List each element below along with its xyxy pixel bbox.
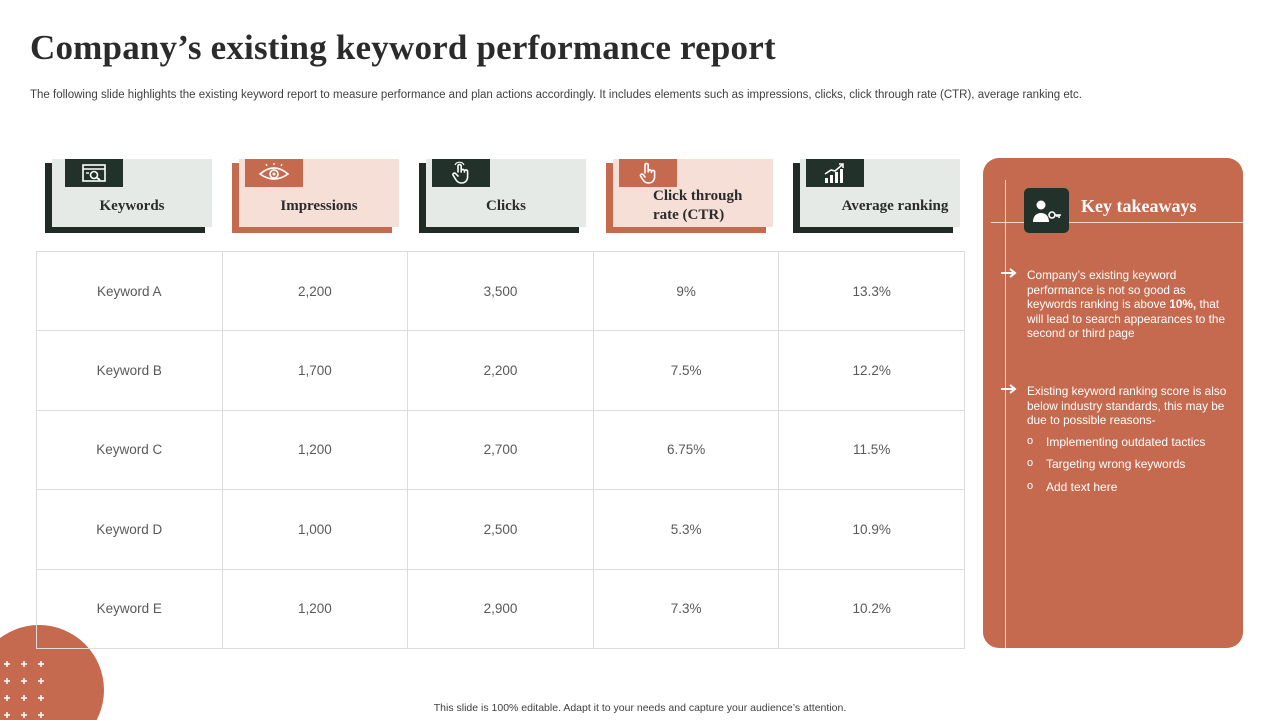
header-ctr: Click through rate (CTR) [606,159,773,233]
header-impressions: Impressions [232,159,399,233]
footer-note: This slide is 100% editable. Adapt it to… [433,702,847,714]
table-row: Keyword A 2,200 3,500 9% 13.3% [36,250,965,332]
table-cell: 5.3% [592,489,780,570]
table-cell: 1,000 [221,489,409,570]
table-cell: 1,700 [221,330,409,411]
panel-divider [1005,180,1006,648]
panel-divider [991,222,1243,223]
takeaway-point-2: Existing keyword ranking score is also b… [1001,384,1235,428]
circle-bullet-icon: o [1027,435,1034,447]
table-cell: 2,700 [407,409,594,491]
table-cell: Keyword B [36,330,223,411]
table-cell: 2,900 [407,568,594,650]
table-cell: Keyword E [36,568,223,650]
search-icon [65,159,123,187]
decorative-plus-pattern [4,661,44,718]
arrow-right-icon [1001,384,1017,394]
key-takeaways-panel: Key takeaways Company’s existing keyword… [983,158,1243,648]
circle-bullet-icon: o [1027,480,1034,492]
table-cell: 10.2% [778,568,965,650]
key-takeaways-title: Key takeaways [1081,196,1197,216]
table-row: Keyword C 1,200 2,700 6.75% 11.5% [36,409,965,491]
page-subtitle: The following slide highlights the exist… [30,89,1082,101]
table-row: Keyword D 1,000 2,500 5.3% 10.9% [36,489,965,570]
table-cell: Keyword D [36,489,223,570]
table-cell: 2,200 [221,250,409,332]
table-cell: 12.2% [778,330,965,411]
table-cell: 10.9% [778,489,965,570]
takeaway-text: Company’s existing keyword performance i… [1027,268,1186,311]
table-cell: 9% [592,250,780,332]
header-label: Keywords [99,197,165,214]
arrow-right-icon [1001,268,1017,278]
table-cell: 2,500 [407,489,594,570]
header-keywords: Keywords [45,159,212,233]
table-cell: 6.75% [592,409,780,491]
table-cell: 3,500 [407,250,594,332]
reason-text: Implementing outdated tactics [1046,435,1206,449]
table-cell: 7.3% [592,568,780,650]
table-cell: 7.5% [592,330,780,411]
table-row: Keyword E 1,200 2,900 7.3% 10.2% [36,568,965,650]
circle-bullet-icon: o [1027,457,1034,469]
reason-item: o Add text here [1027,480,1118,494]
table-cell: 1,200 [221,568,409,650]
table-cell: Keyword C [36,409,223,491]
header-clicks: Clicks [419,159,586,233]
takeaway-text: that will lead to search appearances to … [1027,297,1226,340]
table-cell: 13.3% [778,250,965,332]
table-cell: Keyword A [36,250,223,332]
reason-item: o Implementing outdated tactics [1027,435,1206,449]
touch-icon [619,159,677,187]
table-row: Keyword B 1,700 2,200 7.5% 12.2% [36,330,965,411]
takeaway-highlight: 10%, [1169,297,1197,311]
eye-icon [245,159,303,187]
hand-pointer-icon [432,159,490,187]
reason-text: Targeting wrong keywords [1046,457,1186,471]
bar-chart-icon [806,159,864,187]
header-label: Average ranking [841,197,949,214]
header-label: Impressions [280,197,358,214]
header-label: Click through rate (CTR) [653,188,743,223]
table-cell: 2,200 [407,330,594,411]
takeaway-point-1: Company’s existing keyword performance i… [1001,268,1235,341]
keyword-performance-table: Keyword A 2,200 3,500 9% 13.3% Keyword B… [36,250,965,650]
table-cell: 1,200 [221,409,409,491]
person-key-icon [1024,188,1069,233]
header-label: Clicks [485,197,526,214]
reason-text: Add text here [1046,480,1118,494]
header-average-ranking: Average ranking [793,159,960,233]
page-title: Company’s existing keyword performance r… [30,28,776,67]
table-cell: 11.5% [778,409,965,491]
takeaway-text: Existing keyword ranking score is also b… [1027,384,1227,427]
reason-item: o Targeting wrong keywords [1027,457,1186,471]
